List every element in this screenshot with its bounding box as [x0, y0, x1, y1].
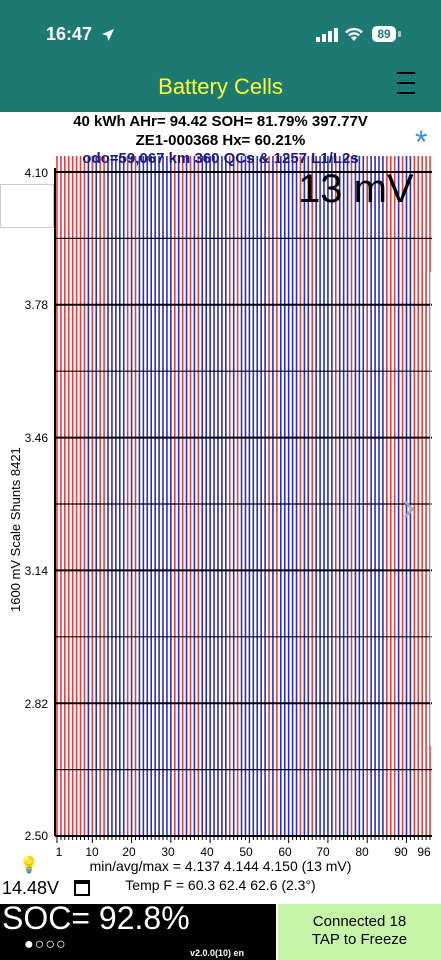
soc-display: SOC= 92.8% [2, 900, 190, 936]
battery-level-icon: 89 [372, 26, 396, 42]
y-tick-label: 3.78 [24, 298, 48, 312]
cellular-signal-icon [316, 28, 338, 42]
y-tick-label: 2.50 [24, 829, 48, 843]
y-tick-label: 3.46 [24, 431, 48, 445]
x-tick-label: 40 [200, 845, 214, 859]
y-tick-label: 3.14 [24, 564, 48, 578]
calendar-icon[interactable] [74, 880, 90, 896]
freeze-label: TAP to Freeze [311, 931, 408, 948]
min-avg-max-stats: min/avg/max = 4.137 4.144 4.150 (13 mV) [89, 858, 352, 874]
x-tick-label: 30 [161, 845, 175, 859]
delta-mv-display: 13 mV [298, 167, 414, 211]
y-axis-title: 1600 mV Scale Shunts 8421 [8, 447, 23, 612]
overlay-box [0, 184, 54, 228]
x-tick-label: 1 [55, 845, 63, 859]
x-tick-label: 96 [417, 845, 431, 859]
hamburger-menu-icon[interactable] [397, 72, 415, 96]
soc-panel [0, 904, 276, 960]
page-title: Battery Cells [158, 74, 283, 99]
x-tick-label: 80 [355, 845, 369, 859]
x-tick-label: 90 [394, 845, 408, 859]
side-panel-edge [430, 272, 441, 746]
y-tick-label: 4.10 [24, 166, 48, 180]
location-arrow-icon [102, 29, 114, 41]
clock: 16:47 [46, 24, 93, 44]
app-header: 16:47 89 Battery Cells [0, 0, 441, 112]
y-tick-label: 2.82 [24, 697, 48, 711]
x-tick-label: 60 [278, 845, 292, 859]
page-indicator-dots[interactable]: ●○○○ [24, 936, 67, 953]
connection-freeze-button[interactable]: Connected 18 TAP to Freeze [278, 904, 441, 960]
info-line-3: odo=59,067 km 360 QCs & 1257 L1/L2s [82, 150, 359, 167]
asterisk-settings-icon[interactable]: * [415, 124, 428, 160]
aux-battery-voltage: 14.48V [2, 878, 60, 898]
x-tick-label: 10 [85, 845, 99, 859]
connection-status: Connected 18 [312, 913, 407, 930]
wifi-icon [345, 27, 363, 41]
x-tick-label: 70 [316, 845, 330, 859]
chevron-right-icon[interactable]: › [402, 485, 416, 529]
app-version: v2.0.0(10) en [190, 948, 245, 958]
lightbulb-icon[interactable]: 💡 [19, 857, 39, 874]
info-line-1: 40 kWh AHr= 94.42 SOH= 81.79% 397.77V [73, 113, 368, 130]
info-line-2: ZE1-000368 Hx= 60.21% [135, 132, 306, 149]
x-tick-label: 20 [122, 845, 136, 859]
temperature-stats: Temp F = 60.3 62.4 62.6 (2.3°) [125, 877, 316, 893]
battery-tip [398, 31, 401, 37]
x-tick-label: 50 [239, 845, 253, 859]
